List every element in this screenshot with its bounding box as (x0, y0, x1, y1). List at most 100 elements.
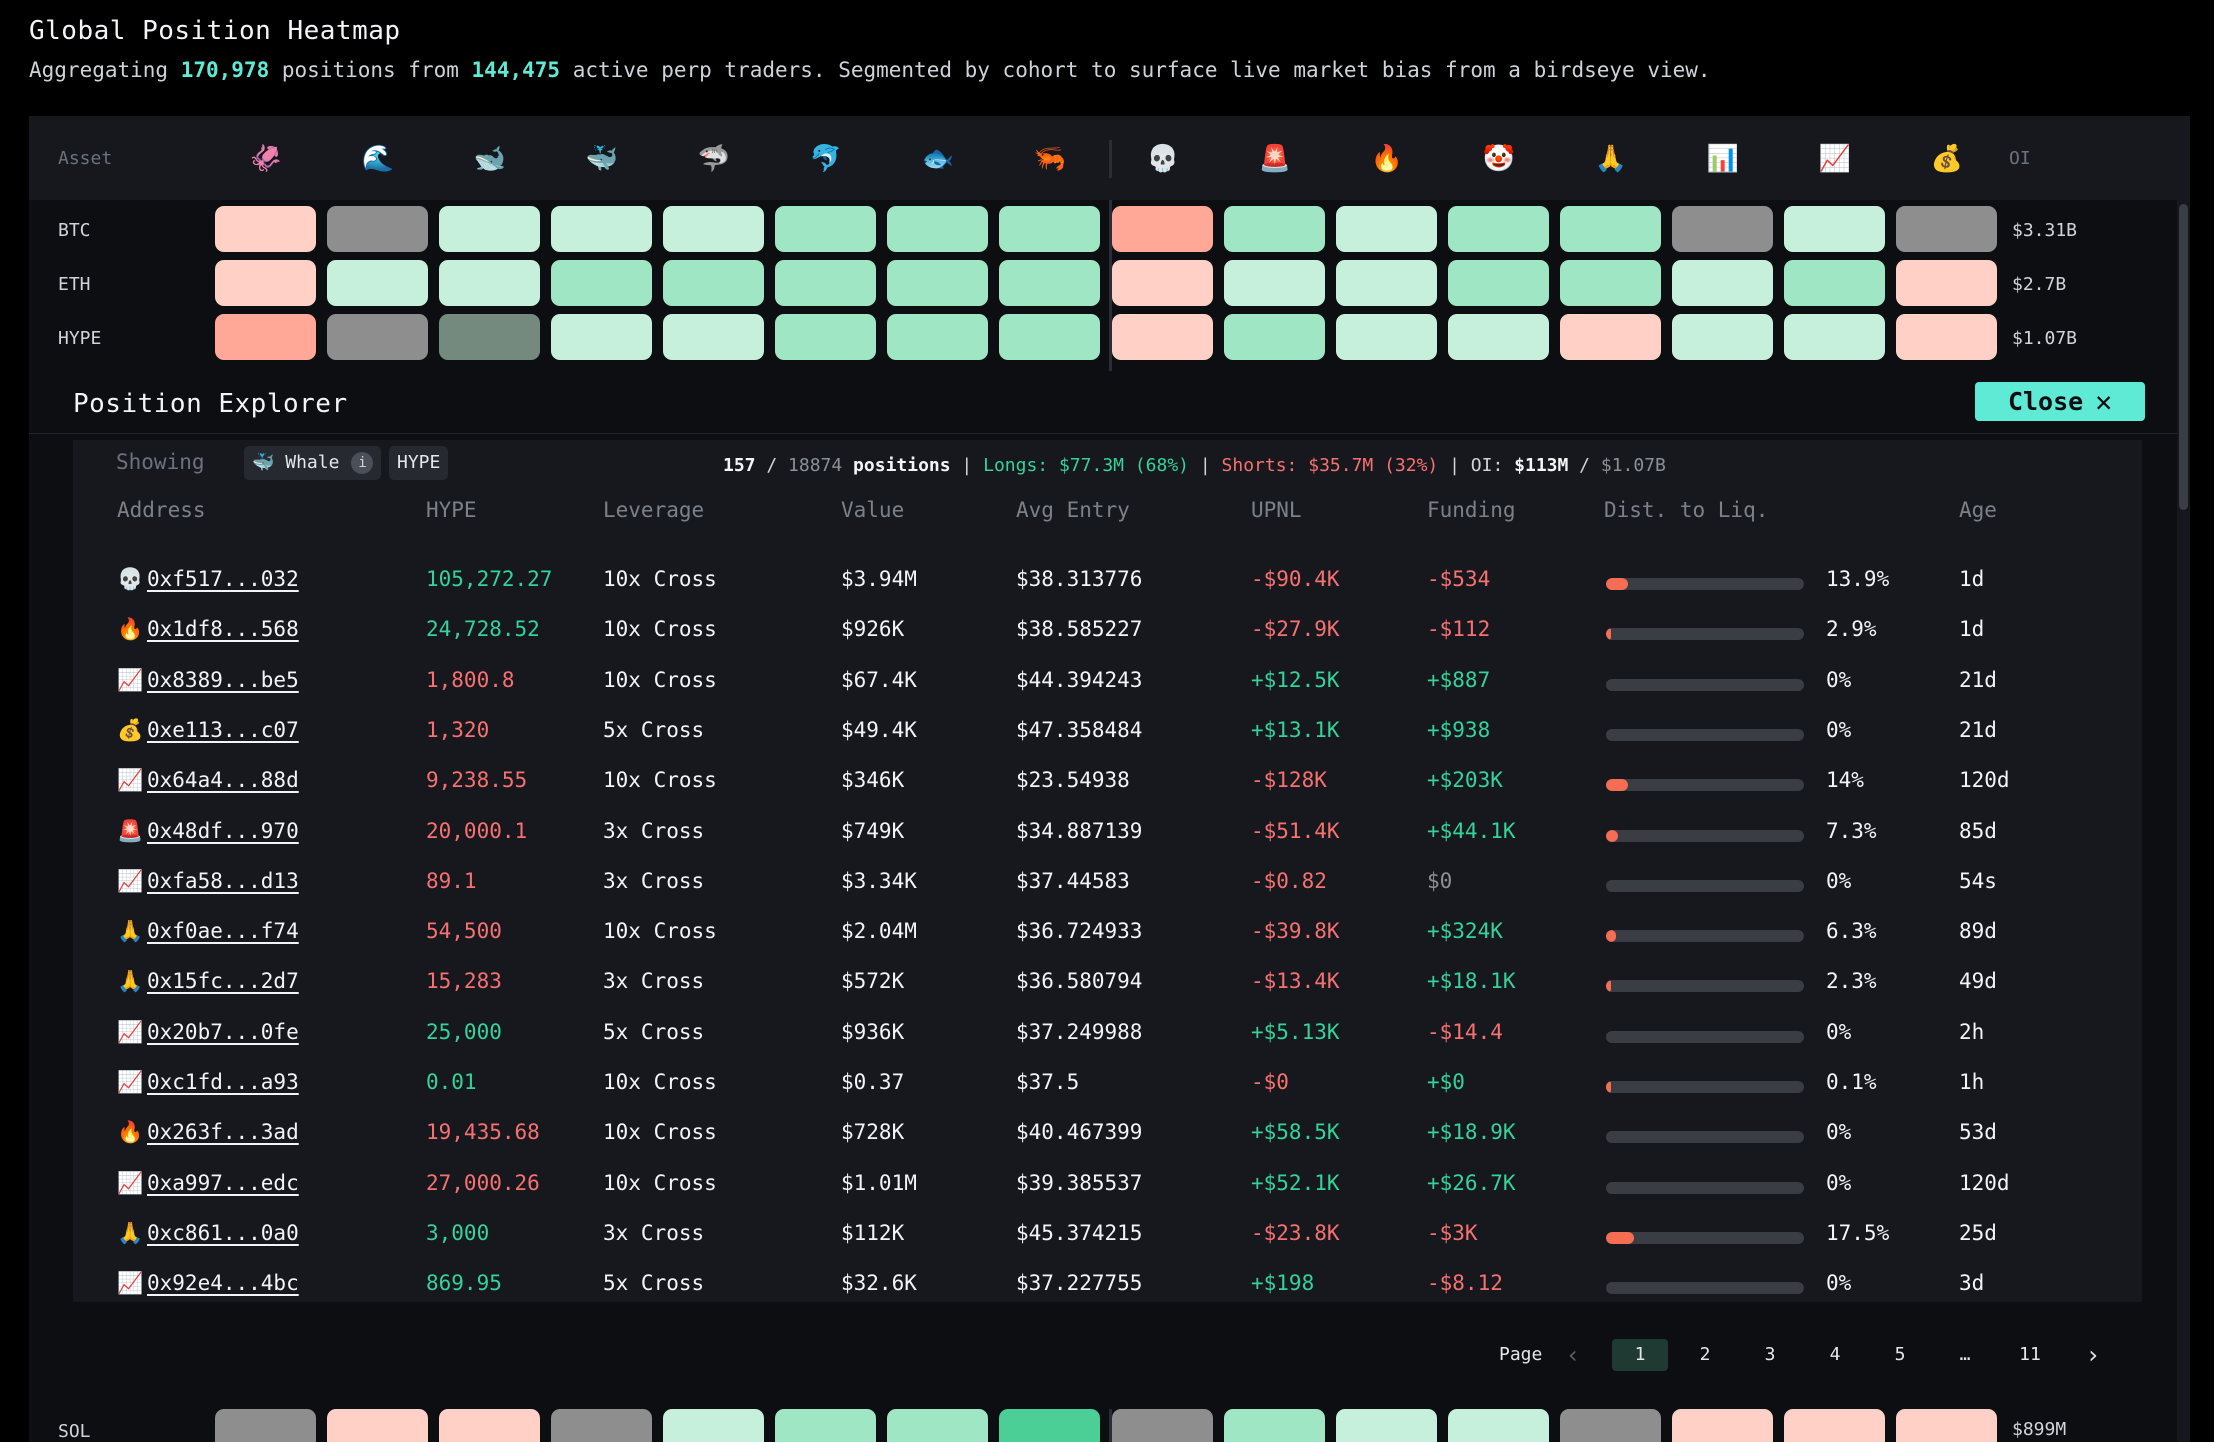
heatmap-cell[interactable] (327, 1409, 428, 1442)
cohort-5-icon[interactable]: 🐬 (809, 144, 843, 174)
heatmap-cell[interactable] (215, 314, 316, 360)
address-link[interactable]: 📈 0x92e4...4bc (117, 1271, 299, 1296)
heatmap-cell[interactable] (439, 206, 540, 252)
table-row[interactable]: 📈 0xc1fd...a93 0.01 10x Cross $0.37 $37.5 -$0 +… (73, 1060, 2142, 1110)
heatmap-cell[interactable] (551, 206, 652, 252)
cohort-6-icon[interactable]: 🐟 (921, 144, 955, 174)
cohort-10-icon[interactable]: 🔥 (1370, 144, 1404, 174)
heatmap-cell[interactable] (1112, 260, 1213, 306)
table-row[interactable]: 📈 0x8389...be5 1,800.8 10x Cross $67.4K $44.3… (73, 658, 2142, 708)
cohort-8-icon[interactable]: 💀 (1146, 144, 1180, 174)
heatmap-cell[interactable] (775, 1409, 876, 1442)
heatmap-cell[interactable] (551, 314, 652, 360)
heatmap-cell[interactable] (215, 1409, 316, 1442)
column-header-value[interactable]: Value (841, 498, 905, 522)
info-icon[interactable]: i (351, 452, 374, 474)
scrollbar-track[interactable] (2177, 200, 2190, 1442)
heatmap-cell[interactable] (663, 206, 764, 252)
cohort-14-icon[interactable]: 📈 (1818, 144, 1852, 174)
asset-name[interactable]: HYPE (58, 328, 102, 349)
table-row[interactable]: 📈 0x20b7...0fe 25,000 5x Cross $936K $37.2499… (73, 1010, 2142, 1060)
asset-name[interactable]: ETH (58, 274, 91, 295)
heatmap-cell[interactable] (999, 260, 1100, 306)
heatmap-cell[interactable] (215, 260, 316, 306)
next-page-button[interactable]: › (2085, 1341, 2101, 1369)
heatmap-cell[interactable] (551, 260, 652, 306)
table-row[interactable]: 🙏 0xf0ae...f74 54,500 10x Cross $2.04M $36.72… (73, 909, 2142, 959)
page-4-button[interactable]: 4 (1829, 1344, 1841, 1365)
page-2-button[interactable]: 2 (1699, 1344, 1711, 1365)
heatmap-cell[interactable] (551, 1409, 652, 1442)
heatmap-cell[interactable] (1112, 1409, 1213, 1442)
cohort-9-icon[interactable]: 🚨 (1258, 144, 1292, 174)
heatmap-cell[interactable] (1224, 1409, 1325, 1442)
asset-filter-chip[interactable]: HYPE (389, 446, 449, 480)
heatmap-cell[interactable] (663, 314, 764, 360)
cohort-3-icon[interactable]: 🐳 (585, 144, 619, 174)
heatmap-cell[interactable] (1448, 260, 1549, 306)
heatmap-cell[interactable] (1224, 206, 1325, 252)
address-link[interactable]: 📈 0xc1fd...a93 (117, 1070, 299, 1095)
column-header-avg-entry[interactable]: Avg Entry (1016, 498, 1130, 522)
address-link[interactable]: 📈 0x64a4...88d (117, 768, 299, 793)
heatmap-cell[interactable] (887, 1409, 988, 1442)
heatmap-cell[interactable] (1896, 314, 1997, 360)
table-row[interactable]: 🔥 0x263f...3ad 19,435.68 10x Cross $728K $40.… (73, 1110, 2142, 1160)
heatmap-cell[interactable] (327, 260, 428, 306)
column-header-funding[interactable]: Funding (1427, 498, 1516, 522)
heatmap-cell[interactable] (775, 206, 876, 252)
address-link[interactable]: 🔥 0x1df8...568 (117, 617, 299, 642)
cohort-15-icon[interactable]: 💰 (1930, 144, 1964, 174)
column-header-leverage[interactable]: Leverage (603, 498, 705, 522)
heatmap-cell[interactable] (1672, 314, 1773, 360)
table-row[interactable]: 📈 0xfa58...d13 89.1 3x Cross $3.34K $37.44583… (73, 859, 2142, 909)
heatmap-cell[interactable] (887, 260, 988, 306)
heatmap-cell[interactable] (439, 1409, 540, 1442)
heatmap-cell[interactable] (1336, 260, 1437, 306)
table-row[interactable]: 🙏 0xc861...0a0 3,000 3x Cross $112K $45.37421… (73, 1211, 2142, 1261)
heatmap-cell[interactable] (1560, 1409, 1661, 1442)
heatmap-cell[interactable] (887, 206, 988, 252)
table-row[interactable]: 💰 0xe113...c07 1,320 5x Cross $49.4K $47.3584… (73, 708, 2142, 758)
heatmap-cell[interactable] (1336, 314, 1437, 360)
page-11-button[interactable]: 11 (2019, 1344, 2041, 1365)
heatmap-cell[interactable] (999, 1409, 1100, 1442)
table-row[interactable]: 📈 0x92e4...4bc 869.95 5x Cross $32.6K $37.227… (73, 1261, 2142, 1311)
heatmap-cell[interactable] (1336, 206, 1437, 252)
heatmap-cell[interactable] (1448, 1409, 1549, 1442)
address-link[interactable]: 🙏 0x15fc...2d7 (117, 969, 299, 994)
table-row[interactable]: 🔥 0x1df8...568 24,728.52 10x Cross $926K $38.… (73, 607, 2142, 657)
column-header-asset-size[interactable]: HYPE (426, 498, 477, 522)
table-row[interactable]: 📈 0xa997...edc 27,000.26 10x Cross $1.01M $39… (73, 1161, 2142, 1211)
address-link[interactable]: 💰 0xe113...c07 (117, 718, 299, 743)
page-5-button[interactable]: 5 (1894, 1344, 1906, 1365)
heatmap-cell[interactable] (1560, 260, 1661, 306)
page-3-button[interactable]: 3 (1764, 1344, 1776, 1365)
address-link[interactable]: 🔥 0x263f...3ad (117, 1120, 299, 1145)
heatmap-cell[interactable] (1784, 314, 1885, 360)
heatmap-cell[interactable] (439, 260, 540, 306)
heatmap-cell[interactable] (1896, 1409, 1997, 1442)
table-row[interactable]: 📈 0x64a4...88d 9,238.55 10x Cross $346K $23.5… (73, 758, 2142, 808)
table-row[interactable]: 💀 0xf517...032 105,272.27 10x Cross $3.94M $3… (73, 557, 2142, 607)
address-link[interactable]: 🙏 0xc861...0a0 (117, 1221, 299, 1246)
heatmap-cell[interactable] (1112, 206, 1213, 252)
heatmap-cell[interactable] (775, 314, 876, 360)
table-row[interactable]: 🙏 0x15fc...2d7 15,283 3x Cross $572K $36.5807… (73, 959, 2142, 1009)
column-header-address[interactable]: Address (117, 498, 206, 522)
address-link[interactable]: 📈 0xa997...edc (117, 1171, 299, 1196)
heatmap-cell[interactable] (1896, 206, 1997, 252)
column-header-age[interactable]: Age (1959, 498, 1997, 522)
column-header-dist-to-liq[interactable]: Dist. to Liq. (1604, 498, 1769, 522)
scrollbar-thumb[interactable] (2179, 204, 2188, 510)
heatmap-cell[interactable] (1448, 206, 1549, 252)
heatmap-cell[interactable] (1336, 1409, 1437, 1442)
heatmap-cell[interactable] (775, 260, 876, 306)
heatmap-cell[interactable] (1560, 206, 1661, 252)
heatmap-cell[interactable] (887, 314, 988, 360)
heatmap-cell[interactable] (215, 206, 316, 252)
heatmap-cell[interactable] (663, 260, 764, 306)
heatmap-cell[interactable] (999, 314, 1100, 360)
heatmap-cell[interactable] (1672, 260, 1773, 306)
heatmap-cell[interactable] (1784, 260, 1885, 306)
